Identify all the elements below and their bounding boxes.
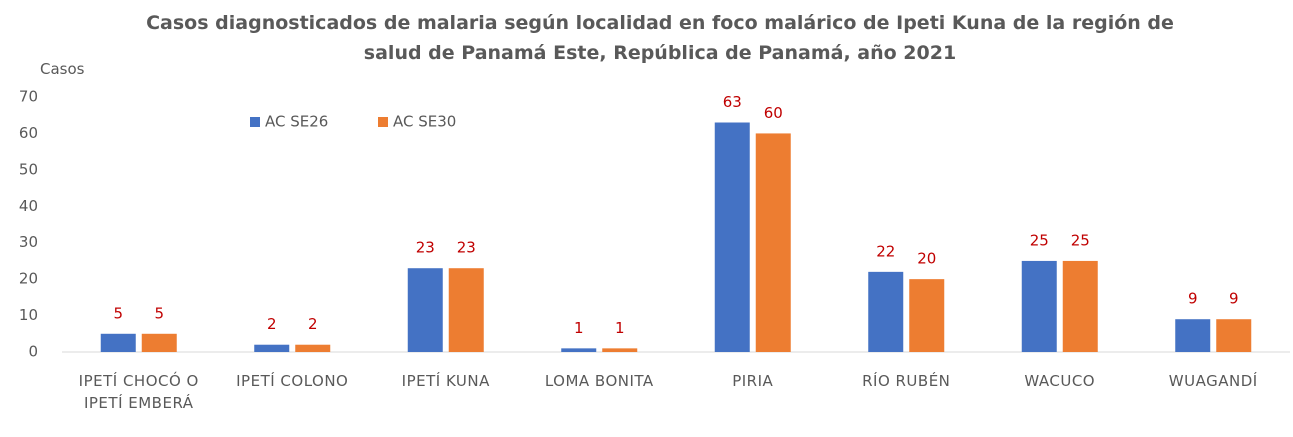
data-label: 22 (876, 242, 895, 260)
y-tick-label: 40 (19, 197, 38, 215)
data-label: 2 (308, 315, 318, 333)
bar (295, 344, 331, 352)
data-label: 63 (723, 93, 742, 111)
data-label: 5 (154, 304, 164, 322)
y-tick-label: 50 (19, 160, 38, 178)
data-label: 60 (764, 104, 783, 122)
data-label: 9 (1229, 290, 1239, 308)
legend-label: AC SE30 (393, 113, 456, 131)
bar (448, 268, 484, 352)
bar (714, 122, 750, 352)
y-tick-label: 20 (19, 270, 38, 288)
y-tick-label: 0 (28, 343, 38, 361)
y-tick-label: 10 (19, 306, 38, 324)
data-label: 1 (574, 319, 584, 337)
bar (100, 333, 136, 352)
legend-label: AC SE26 (265, 113, 328, 131)
bar (755, 133, 791, 352)
bar (141, 333, 177, 352)
bar (602, 348, 638, 352)
x-tick-label: WACUCO (1024, 372, 1096, 390)
y-tick-label: 60 (19, 124, 38, 142)
data-label: 1 (615, 319, 625, 337)
bar (909, 279, 945, 352)
data-label: 20 (917, 250, 936, 268)
y-tick-label: 30 (19, 233, 38, 251)
legend-swatch (378, 117, 388, 127)
legend-swatch (250, 117, 260, 127)
data-label: 25 (1030, 231, 1049, 249)
bar (1021, 260, 1057, 352)
bar (1216, 319, 1252, 352)
x-tick-label: RÍO RUBÉN (862, 372, 951, 390)
bar (1175, 319, 1211, 352)
x-tick-label: LOMA BONITA (544, 372, 654, 390)
bar (561, 348, 597, 352)
data-label: 23 (457, 239, 476, 257)
bar (407, 268, 443, 352)
data-label: 2 (267, 315, 277, 333)
x-tick-label: IPETÍ KUNA (401, 372, 490, 390)
data-label: 5 (113, 304, 123, 322)
x-tick-label: IPETÍ COLONO (236, 372, 349, 390)
bar (868, 271, 904, 352)
data-label: 25 (1071, 231, 1090, 249)
bar (254, 344, 290, 352)
y-tick-label: 70 (19, 88, 38, 106)
bar (1062, 260, 1098, 352)
data-label: 9 (1188, 290, 1198, 308)
x-tick-label: WUAGANDÍ (1168, 372, 1258, 390)
x-tick-label: PIRIA (732, 372, 774, 390)
x-tick-label: IPETÍ CHOCÓ O IPETÍ EMBERÁ (78, 372, 199, 412)
data-label: 23 (416, 239, 435, 257)
chart-title: Casos diagnosticados de malaria según lo… (146, 12, 1174, 64)
y-axis-label: Casos (40, 60, 85, 78)
